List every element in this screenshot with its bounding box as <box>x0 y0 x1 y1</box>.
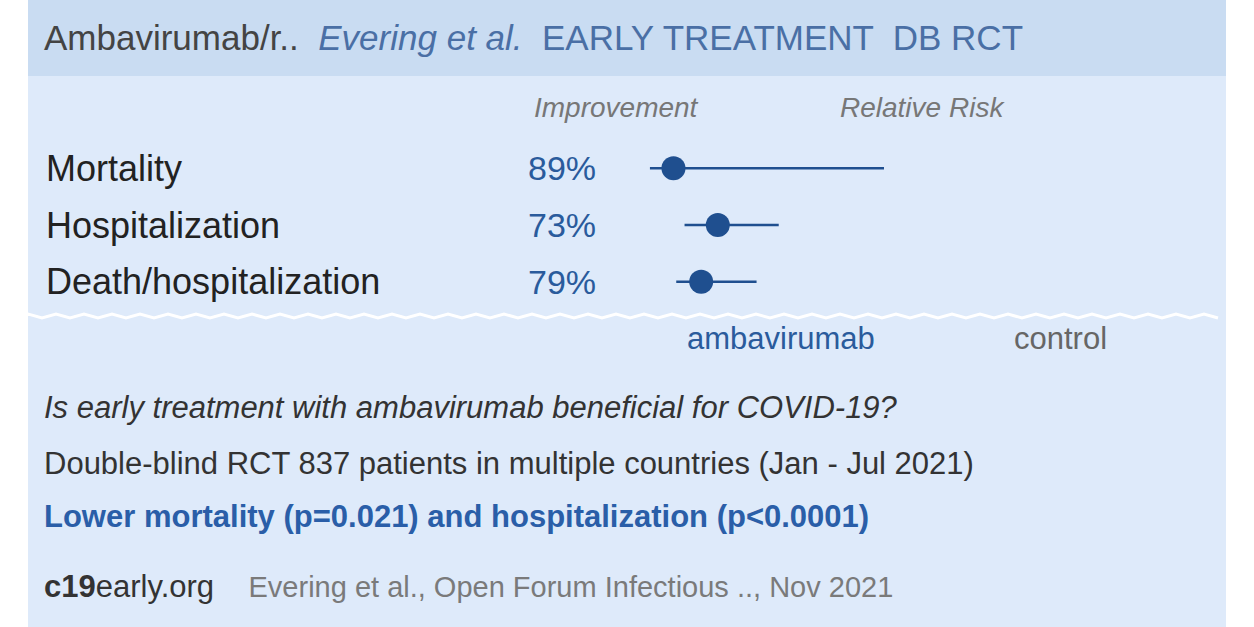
html-text:c19 early.org: c19 early.org <box>44 569 214 604</box>
html-text:Evering et al., Open Forum Inf: Evering et al., Open Forum Infectious ..… <box>248 571 894 603</box>
svg-text:Hospitalization: Hospitalization <box>46 205 280 246</box>
html-text:Evering et al.: Evering et al. <box>318 18 523 57</box>
svg-text:Mortality: Mortality <box>46 148 182 189</box>
html-text:Lower mortality (p=0.021) and: Lower mortality (p=0.021) and hospitaliz… <box>44 499 870 534</box>
html-text:Is early treatment with ambavi: Is early treatment with ambavirumab bene… <box>44 390 897 425</box>
svg-text:73%: 73% <box>528 206 596 244</box>
svg-text:Death/hospitalization: Death/hospitalization <box>46 261 380 302</box>
html-text:Double-blind RCT 837 patients: Double-blind RCT 837 patients in multipl… <box>44 446 974 481</box>
svg-text:Relative Risk: Relative Risk <box>840 92 1005 123</box>
svg-text:ambavirumab: ambavirumab <box>687 321 875 356</box>
html-text:Ambavirumab/r..: Ambavirumab/r.. <box>44 18 299 57</box>
svg-text:79%: 79% <box>528 263 596 301</box>
html-text:EARLY TREATMENT DB RCT: EARLY TREATMENT DB RCT <box>542 18 1023 57</box>
svg-text:Improvement: Improvement <box>534 92 699 123</box>
svg-text:89%: 89% <box>528 149 596 187</box>
svg-text:control: control <box>1014 321 1107 356</box>
